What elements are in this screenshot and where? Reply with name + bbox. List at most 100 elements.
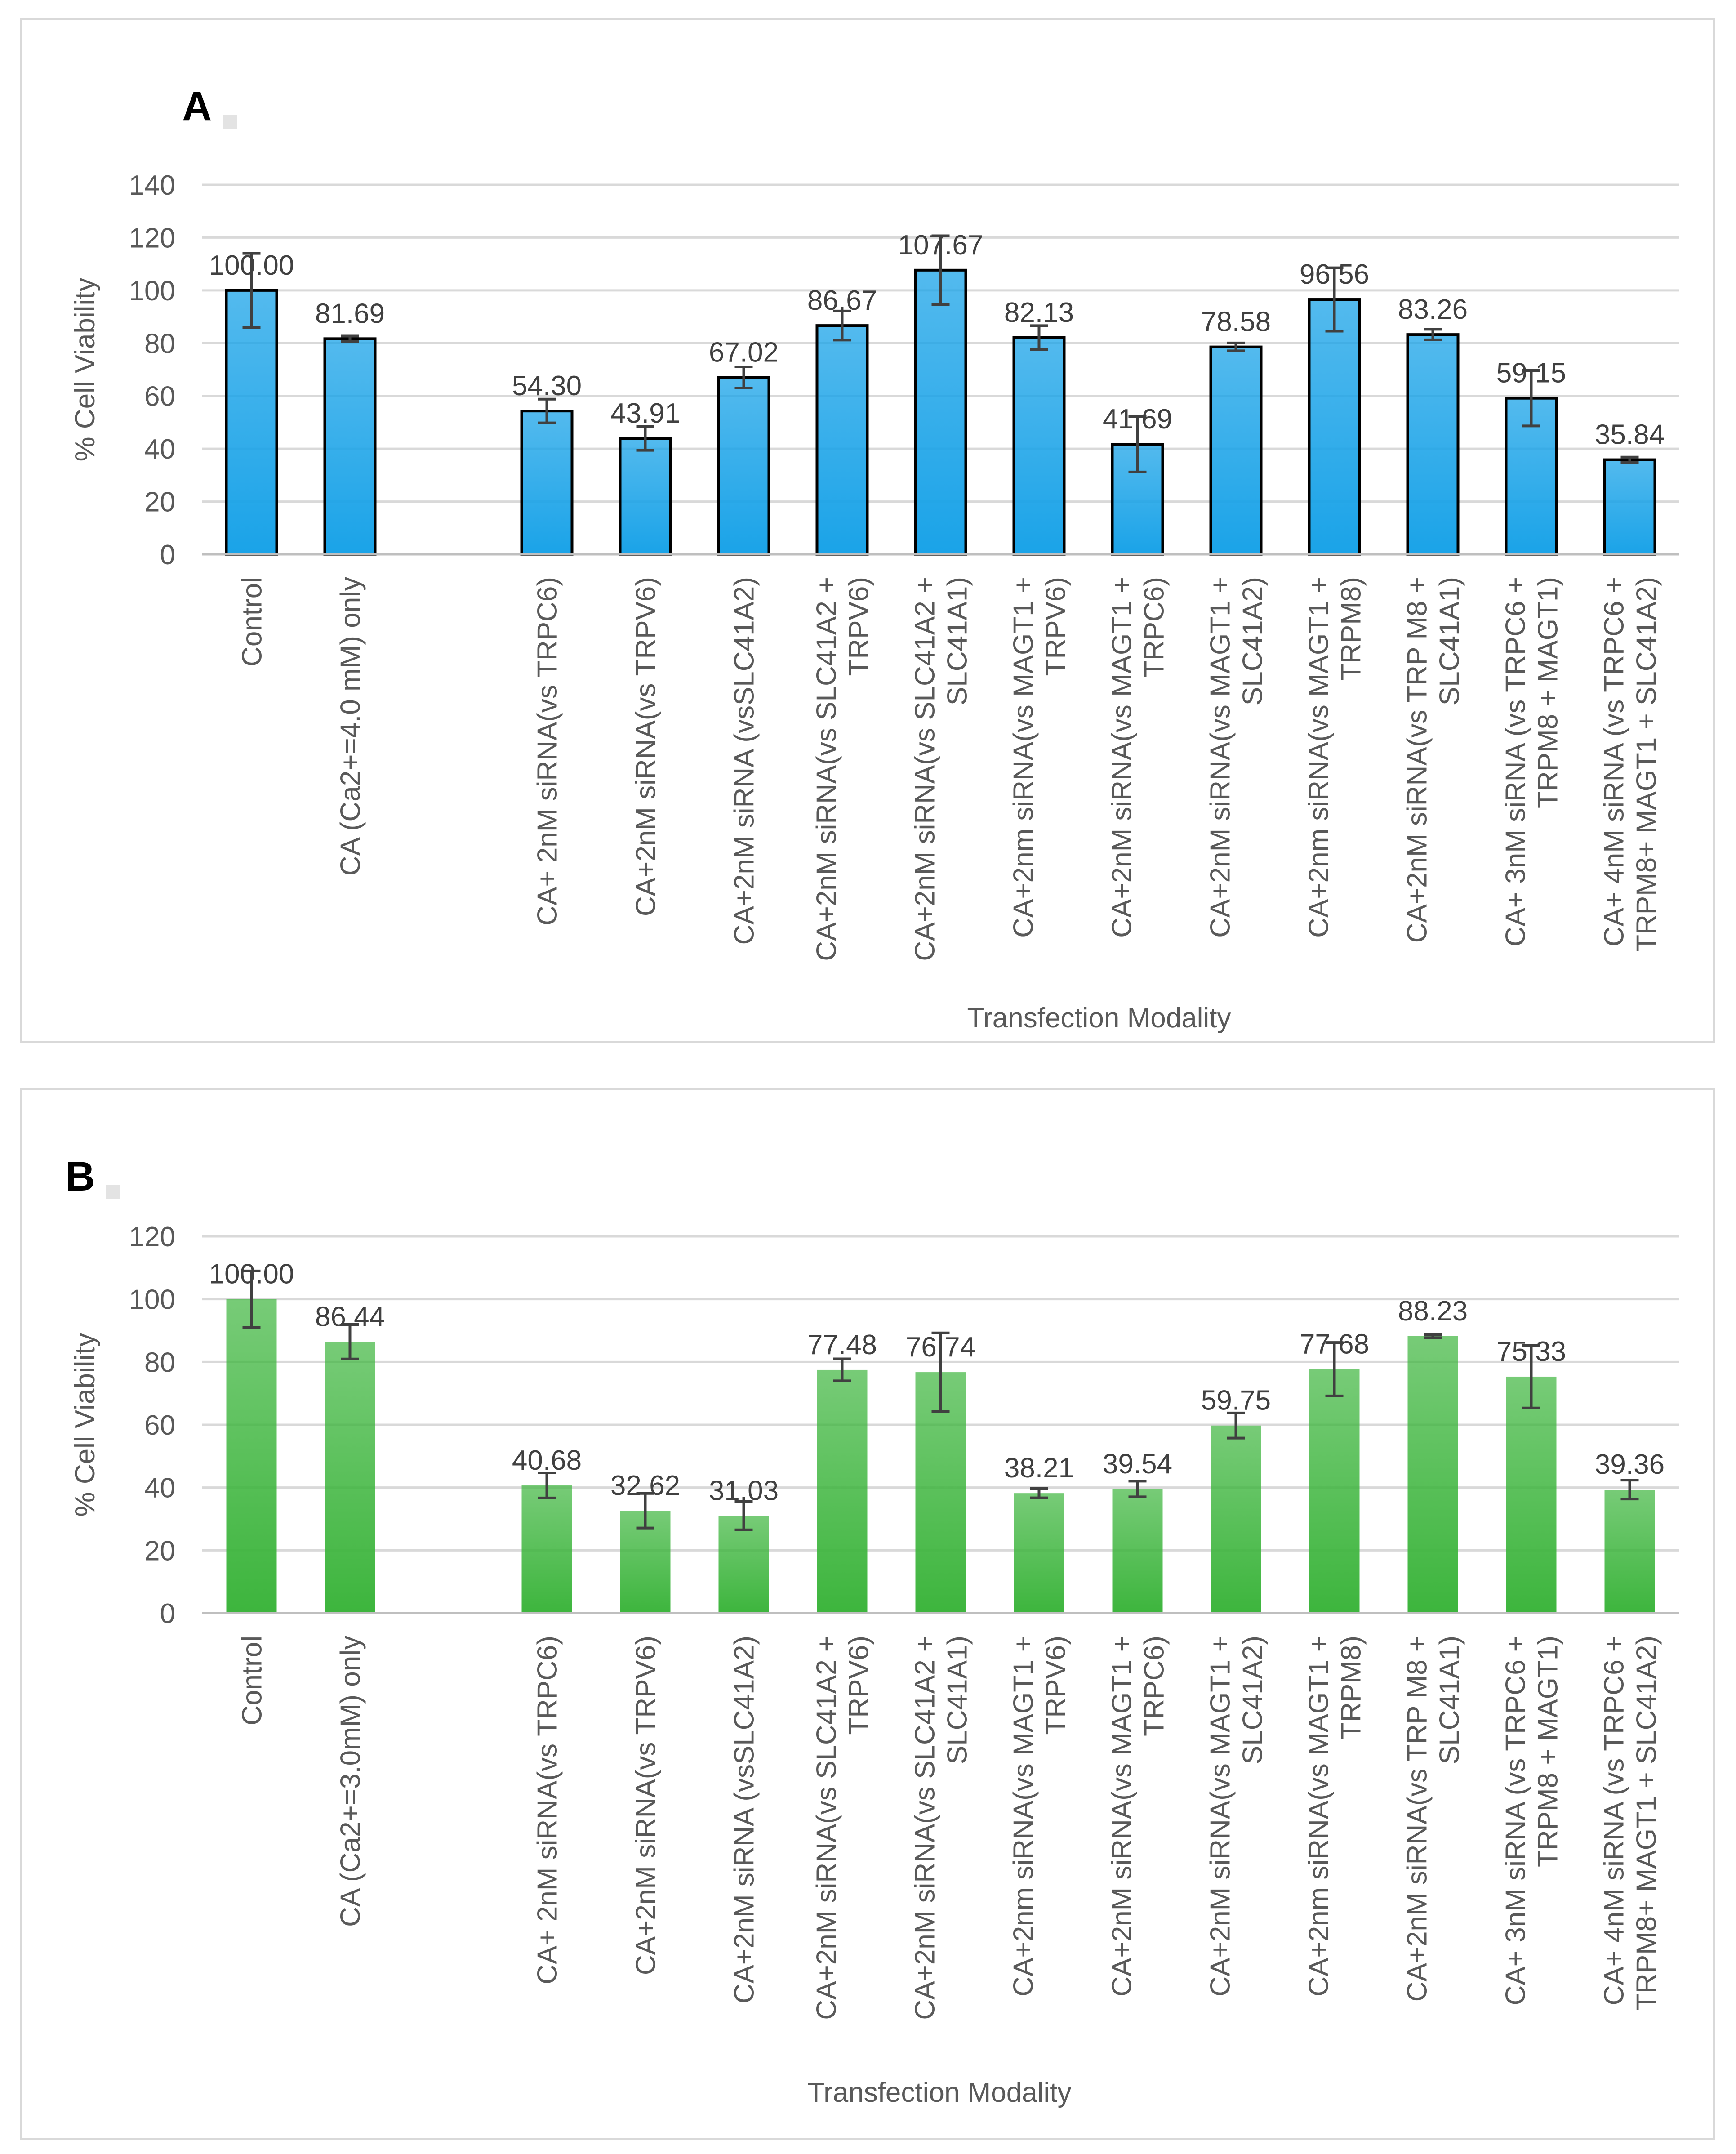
x-tick-label: CA+ 2nM siRNA(vs TRPC6): [532, 577, 563, 926]
bar: [718, 1516, 769, 1613]
bar: [1506, 1376, 1557, 1613]
x-tick-label: CA+ 4nM siRNA (vs TRPC6 +TRPM8+ MAGT1 + …: [1599, 577, 1662, 952]
y-tick-label: 100: [129, 1284, 175, 1316]
x-tick-label-line: CA+2nm siRNA(vs MAGT1 +: [1008, 577, 1039, 938]
panel-a: A 0 20 40 60 80 100 120 140 % Cell Viability 100.…: [20, 18, 1715, 1043]
data-label: 59.15: [1496, 358, 1566, 389]
bar: [520, 410, 574, 556]
data-label: 82.13: [1004, 297, 1074, 328]
bar: [323, 337, 377, 556]
y-tick-label: 80: [144, 328, 175, 359]
panel-b-label: B: [65, 1154, 95, 1200]
x-tick-label: CA+ 4nM siRNA (vs TRPC6 +TRPM8+ MAGT1 + …: [1599, 1636, 1662, 2011]
x-tick-label-line: CA+2nm siRNA(vs MAGT1 +: [1008, 1636, 1039, 1997]
panel-b: B 0 20 40 60 80 100 120 % Cell Viability 100.00 8…: [20, 1088, 1715, 2140]
x-tick-label: CA+2nM siRNA (vsSLC41A2): [729, 1636, 760, 2003]
bar: [225, 289, 278, 556]
x-tick-label-line: CA+2nM siRNA(vs SLC41A2 +: [910, 577, 941, 961]
bar: [619, 437, 672, 556]
x-tick-label: CA+2nm siRNA(vs MAGT1 +TRPM8): [1304, 1636, 1367, 1997]
x-tick-label-line: TRPV6): [844, 1636, 875, 1735]
bar: [521, 1485, 572, 1613]
data-label: 32.62: [610, 1470, 680, 1501]
data-label: 75.33: [1496, 1336, 1566, 1367]
y-tick-label: 60: [144, 381, 175, 412]
x-tick-label-line: CA+ 2nM siRNA(vs TRPC6): [532, 577, 563, 926]
x-tick-label-line: CA+2nM siRNA(vs TRP M8 +: [1402, 1636, 1433, 2002]
data-label: 78.58: [1201, 307, 1271, 338]
bar: [1603, 458, 1656, 556]
data-label: 41.69: [1103, 404, 1172, 435]
x-tick-label: CA+2nM siRNA(vs SLC41A2 +TRPV6): [811, 1636, 875, 2020]
x-tick-label-line: SLC41A1): [942, 1636, 973, 1764]
bar: [815, 324, 869, 556]
x-tick-label-line: SLC41A1): [1434, 1636, 1465, 1764]
x-tick-label-line: SLC41A1): [942, 577, 973, 705]
x-tick-label-line: CA+ 2nM siRNA(vs TRPC6): [532, 1636, 563, 1985]
data-label: 81.69: [315, 298, 385, 329]
x-tick-label-line: TRPV6): [1041, 577, 1072, 676]
x-tick-label-line: CA+2nM siRNA(vs SLC41A2 +: [811, 577, 842, 961]
x-tick-label-line: Control: [237, 1636, 268, 1726]
y-axis-title: % Cell Viability: [70, 278, 101, 462]
bar: [1308, 298, 1361, 556]
data-label: 59.75: [1201, 1385, 1271, 1416]
x-tick-label-line: CA+2nm siRNA(vs MAGT1 +: [1304, 1636, 1335, 1997]
x-tick-label-line: CA+2nM siRNA(vs TRPV6): [631, 577, 662, 916]
x-tick-label-line: CA+2nM siRNA(vs MAGT1 +: [1107, 1636, 1138, 1997]
x-tick-label-line: CA+2nM siRNA(vs TRP M8 +: [1402, 577, 1433, 943]
x-tick-label: CA+2nM siRNA(vs TRP M8 +SLC41A1): [1402, 577, 1465, 943]
x-tick-label-line: CA+ 4nM siRNA (vs TRPC6 +: [1599, 1636, 1630, 2005]
x-tick-label-line: TRPM8): [1336, 577, 1367, 681]
data-label: 96.56: [1300, 259, 1369, 290]
x-tick-label-line: TRPM8 + MAGT1): [1533, 1636, 1564, 1867]
x-tick-label-line: TRPC6): [1139, 577, 1170, 678]
y-tick-label: 120: [129, 223, 175, 254]
chart-b: 0 20 40 60 80 100 120 % Cell Viability 100.00 86.…: [70, 1222, 1679, 2108]
panel-a-label-mark: [223, 115, 237, 129]
x-tick-label-line: CA+2nM siRNA(vs TRPV6): [631, 1636, 662, 1975]
data-label: 83.26: [1398, 294, 1468, 325]
bar: [1406, 333, 1460, 556]
x-tick-label: CA+ 3nM siRNA (vs TRPC6 +TRPM8 + MAGT1): [1500, 1636, 1564, 2005]
panel-a-label: A: [182, 84, 212, 129]
x-tick-label: CA+2nM siRNA(vs MAGT1 +SLC41A2): [1205, 1636, 1269, 1997]
x-tick-label: CA+2nM siRNA(vs MAGT1 +TRPC6): [1107, 1636, 1170, 1997]
x-tick-label-line: SLC41A1): [1434, 577, 1465, 705]
data-label: 88.23: [1398, 1296, 1468, 1327]
x-tick-label-line: CA (Ca2+=3.0mM) only: [335, 1636, 366, 1927]
x-tick-label-line: TRPM8 + MAGT1): [1533, 577, 1564, 808]
x-tick-label: CA+2nm siRNA(vs MAGT1 +TRPM8): [1304, 577, 1367, 938]
x-tick-label: CA+ 3nM siRNA (vs TRPC6 +TRPM8 + MAGT1): [1500, 577, 1564, 946]
data-label: 35.84: [1595, 419, 1665, 450]
y-tick-label: 40: [144, 434, 175, 465]
data-label: 86.44: [315, 1301, 385, 1332]
data-label: 39.36: [1595, 1449, 1665, 1480]
bar: [914, 268, 967, 556]
x-tick-label-line: SLC41A2): [1237, 577, 1269, 705]
data-label: 39.54: [1103, 1449, 1172, 1480]
data-label: 31.03: [709, 1475, 779, 1506]
bar: [1407, 1336, 1458, 1613]
x-tick-label: CA+2nM siRNA(vs SLC41A2 +TRPV6): [811, 577, 875, 961]
x-axis-title: Transfection Modality: [808, 2077, 1072, 2108]
x-tick-label-line: CA+ 3nM siRNA (vs TRPC6 +: [1500, 1636, 1531, 2005]
y-tick-label: 120: [129, 1222, 175, 1253]
panel-b-label-mark: [106, 1185, 120, 1199]
x-tick-label: CA+2nM siRNA(vs MAGT1 +SLC41A2): [1205, 577, 1269, 938]
bar: [717, 376, 770, 556]
x-tick-label-line: CA+2nM siRNA (vsSLC41A2): [729, 577, 760, 945]
x-tick-label-line: CA+2nM siRNA(vs MAGT1 +: [1205, 577, 1236, 938]
x-tick-label-line: TRPM8): [1336, 1636, 1367, 1739]
data-label: 38.21: [1004, 1453, 1074, 1484]
data-label: 76.74: [906, 1332, 975, 1363]
bar: [1211, 1425, 1261, 1613]
y-tick-label: 20: [144, 487, 175, 518]
bar: [1112, 1489, 1163, 1613]
data-label: 100.00: [209, 250, 294, 281]
x-tick-label: CA+2nM siRNA(vs SLC41A2 +SLC41A1): [910, 1636, 973, 2020]
bar: [1309, 1369, 1360, 1613]
y-tick-label: 40: [144, 1473, 175, 1504]
x-tick-label-line: SLC41A2): [1237, 1636, 1269, 1764]
x-tick-label: CA+2nm siRNA(vs MAGT1 +TRPV6): [1008, 577, 1072, 938]
